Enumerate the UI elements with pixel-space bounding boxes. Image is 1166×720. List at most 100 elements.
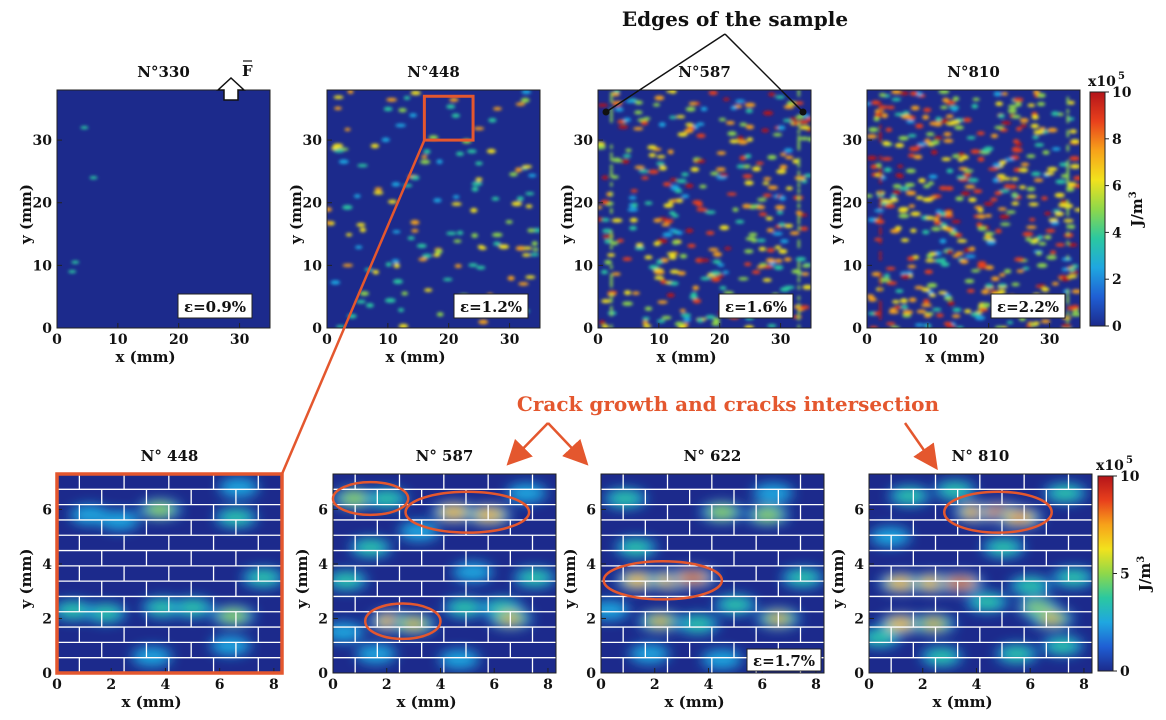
hotspot [610,324,613,328]
hotspot [755,205,766,210]
hotspot [1033,90,1040,95]
hotspot [963,169,974,173]
hotspot [148,601,177,615]
hotspot [1068,267,1075,273]
hotspot [879,239,882,245]
hotspot [1010,177,1019,181]
hotspot [736,164,746,169]
hotspot [598,205,603,210]
hotspot [869,631,894,645]
y-axis-label: y (mm) [827,184,845,245]
hotspot [610,293,613,299]
hotspot [762,110,774,116]
hotspot [493,107,502,111]
crack-arrow-1 [506,422,549,466]
hotspot [628,196,637,200]
hotspot [643,117,651,121]
hotspot [881,157,893,161]
hotspot [663,219,674,224]
x-tick-label: 0 [328,677,338,693]
strain-label: ε=0.9% [184,298,246,316]
hotspot [927,181,935,186]
hotspot [924,138,931,143]
hotspot [471,181,483,186]
hotspot [391,182,401,187]
hotspot [797,239,801,245]
grain-grid [869,474,1092,673]
hotspot [393,263,400,269]
hotspot [436,312,444,317]
hotspot [711,321,720,326]
hotspot [478,319,489,325]
hotspot [674,189,683,194]
crack-arrow-2 [547,422,589,466]
hotspot [952,96,960,101]
hotspot [751,270,761,275]
hotspot [999,273,1006,277]
hotspot [724,246,732,251]
strain-label: ε=1.6% [725,298,787,316]
hotspot [610,112,613,118]
hotspot [900,274,911,279]
hotspot [654,95,665,101]
hotspot [658,122,666,127]
hotspot [1066,317,1070,323]
hotspot [610,264,613,270]
hotspot [956,175,967,179]
hotspot [1054,211,1064,217]
hotspot [908,146,920,152]
edges-annotation: Edges of the sample [622,7,848,31]
y-tick-label: 10 [843,258,863,274]
hotspot [622,154,632,158]
y-tick-label: 2 [42,611,52,627]
hotspot [905,190,917,196]
hotspot [653,218,662,223]
hotspot [879,137,882,143]
hotspot [910,91,918,96]
hotspot [745,108,753,114]
hotspot [941,157,952,161]
hotspot [1066,184,1070,190]
hotspot [249,571,278,585]
hotspot [959,259,969,264]
hotspot [994,191,1002,196]
heatmap-panel-2: 0 10 20 30 0 10 20 30 x (mm) y (mm) N°448 ε=1.2% [287,63,541,366]
hotspot [531,241,538,246]
hotspot [668,228,677,232]
x-tick-label: 20 [439,332,459,348]
hotspot [880,277,891,282]
hotspot [999,214,1010,219]
y-axis-label: y (mm) [829,549,847,610]
hotspot [762,193,772,198]
hotspot [1067,243,1078,247]
x-tick-label: 20 [169,332,189,348]
hotspot [610,168,613,174]
hotspot-core [953,579,968,588]
hotspot [330,280,341,285]
hotspot [753,508,782,522]
hotspot [943,293,951,297]
hotspot [670,184,679,189]
hotspot [1027,103,1036,107]
hotspot [963,247,971,253]
hotspot [1031,114,1039,120]
hotspot [713,317,721,323]
hotspot [1026,186,1036,192]
hotspot [1033,129,1044,135]
hotspot [868,297,877,302]
strain-label-bg [718,293,794,319]
hotspot [610,306,613,312]
hotspot [656,155,666,159]
hotspot [532,247,539,252]
hotspot [1066,129,1070,135]
hotspot [622,257,633,261]
x-axis-label: x (mm) [664,693,724,711]
hotspot [1019,167,1029,173]
hotspot [511,201,523,207]
hotspot [719,225,730,231]
y-tick-label: 0 [318,666,328,682]
hotspot [623,290,632,296]
hotspot [1007,108,1017,114]
hotspot [1051,111,1060,116]
hotspot [794,101,804,105]
